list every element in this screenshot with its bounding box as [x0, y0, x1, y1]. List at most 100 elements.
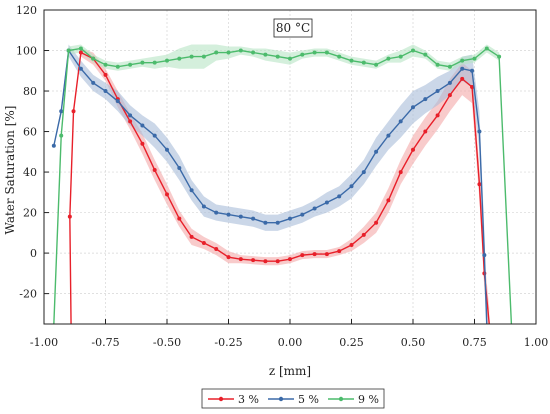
point-3pct: [189, 234, 194, 239]
legend-swatch-marker: [218, 396, 224, 402]
point-9pct: [288, 56, 292, 61]
point-9pct: [447, 64, 452, 69]
point-3pct: [288, 257, 292, 262]
y-tick-label: 0: [30, 247, 37, 260]
point-3pct: [165, 192, 169, 197]
legend-label: 9 %: [358, 393, 379, 406]
point-3pct: [103, 72, 108, 77]
point-9pct: [349, 58, 354, 63]
point-5pct: [398, 119, 403, 124]
point-9pct: [411, 48, 415, 53]
point-3pct: [251, 258, 256, 263]
point-5pct: [152, 133, 157, 138]
point-9pct: [251, 50, 256, 55]
point-9pct: [484, 46, 489, 51]
point-9pct: [177, 56, 182, 61]
point-5pct: [251, 216, 256, 221]
point-5pct: [59, 109, 64, 114]
y-tick-label: 40: [23, 166, 37, 179]
point-5pct: [470, 68, 475, 73]
point-3pct: [140, 141, 145, 146]
point-3pct: [71, 109, 76, 114]
point-3pct: [435, 113, 440, 118]
point-9pct: [361, 60, 366, 65]
y-tick-label: 120: [16, 4, 37, 17]
y-tick-label: 20: [23, 207, 37, 220]
point-9pct: [226, 50, 231, 55]
point-5pct: [238, 214, 243, 219]
point-9pct: [214, 50, 219, 55]
point-5pct: [300, 212, 305, 217]
point-5pct: [312, 206, 317, 211]
y-tick-label: 60: [23, 126, 37, 139]
point-5pct: [91, 80, 96, 85]
point-5pct: [386, 133, 391, 138]
point-3pct: [300, 253, 305, 258]
point-3pct: [214, 247, 219, 252]
point-3pct: [470, 84, 475, 89]
legend-item-5pct: 5 %: [268, 393, 319, 406]
point-5pct: [288, 216, 292, 221]
point-3pct: [398, 170, 403, 175]
point-3pct: [337, 249, 342, 254]
point-9pct: [275, 54, 280, 59]
point-9pct: [263, 52, 268, 57]
point-5pct: [226, 212, 231, 217]
point-5pct: [435, 89, 440, 94]
annotation-box: 80 °C: [273, 18, 313, 38]
y-tick-label: 80: [23, 85, 37, 98]
point-3pct: [477, 182, 482, 187]
point-5pct: [482, 253, 487, 258]
legend-swatch-marker: [278, 396, 284, 402]
x-tick-label: -0.75: [91, 336, 119, 349]
point-9pct: [300, 52, 305, 57]
x-axis-label: z [mm]: [269, 364, 311, 378]
point-9pct: [189, 54, 194, 59]
point-9pct: [324, 50, 329, 55]
point-3pct: [423, 129, 428, 134]
point-9pct: [435, 62, 440, 67]
point-5pct: [165, 147, 169, 152]
point-9pct: [497, 54, 502, 59]
point-9pct: [238, 48, 243, 53]
point-5pct: [349, 184, 354, 189]
x-tick-label: -0.50: [153, 336, 181, 349]
point-3pct: [411, 147, 415, 152]
point-3pct: [67, 214, 72, 219]
legend-item-9pct: 9 %: [328, 393, 379, 406]
point-5pct: [275, 220, 280, 225]
legend-item-3pct: 3 %: [208, 393, 259, 406]
x-tick-label: 0.50: [401, 336, 426, 349]
point-3pct: [324, 252, 329, 257]
point-5pct: [115, 99, 120, 104]
point-5pct: [477, 129, 482, 134]
point-9pct: [78, 46, 83, 51]
legend: 3 % 5 % 9 %: [201, 388, 385, 409]
x-tick-label: 1.00: [524, 336, 549, 349]
point-9pct: [423, 52, 428, 57]
x-tick-label: -0.25: [214, 336, 242, 349]
x-tick-label: 0.25: [339, 336, 364, 349]
point-5pct: [374, 149, 379, 154]
point-9pct: [115, 64, 120, 69]
point-9pct: [152, 60, 157, 65]
point-3pct: [374, 220, 379, 225]
point-9pct: [337, 54, 342, 59]
legend-swatch-marker: [338, 396, 344, 402]
point-9pct: [374, 62, 379, 67]
point-5pct: [361, 170, 366, 175]
point-3pct: [460, 76, 465, 81]
point-5pct: [103, 89, 108, 94]
point-9pct: [140, 60, 145, 65]
point-3pct: [177, 216, 182, 221]
x-tick-label: -1.00: [30, 336, 58, 349]
legend-label: 3 %: [238, 393, 259, 406]
point-9pct: [91, 56, 96, 61]
point-9pct: [66, 48, 71, 53]
point-5pct: [214, 210, 219, 215]
point-9pct: [128, 62, 133, 67]
point-3pct: [238, 257, 243, 262]
point-5pct: [51, 143, 56, 148]
point-3pct: [275, 259, 280, 264]
